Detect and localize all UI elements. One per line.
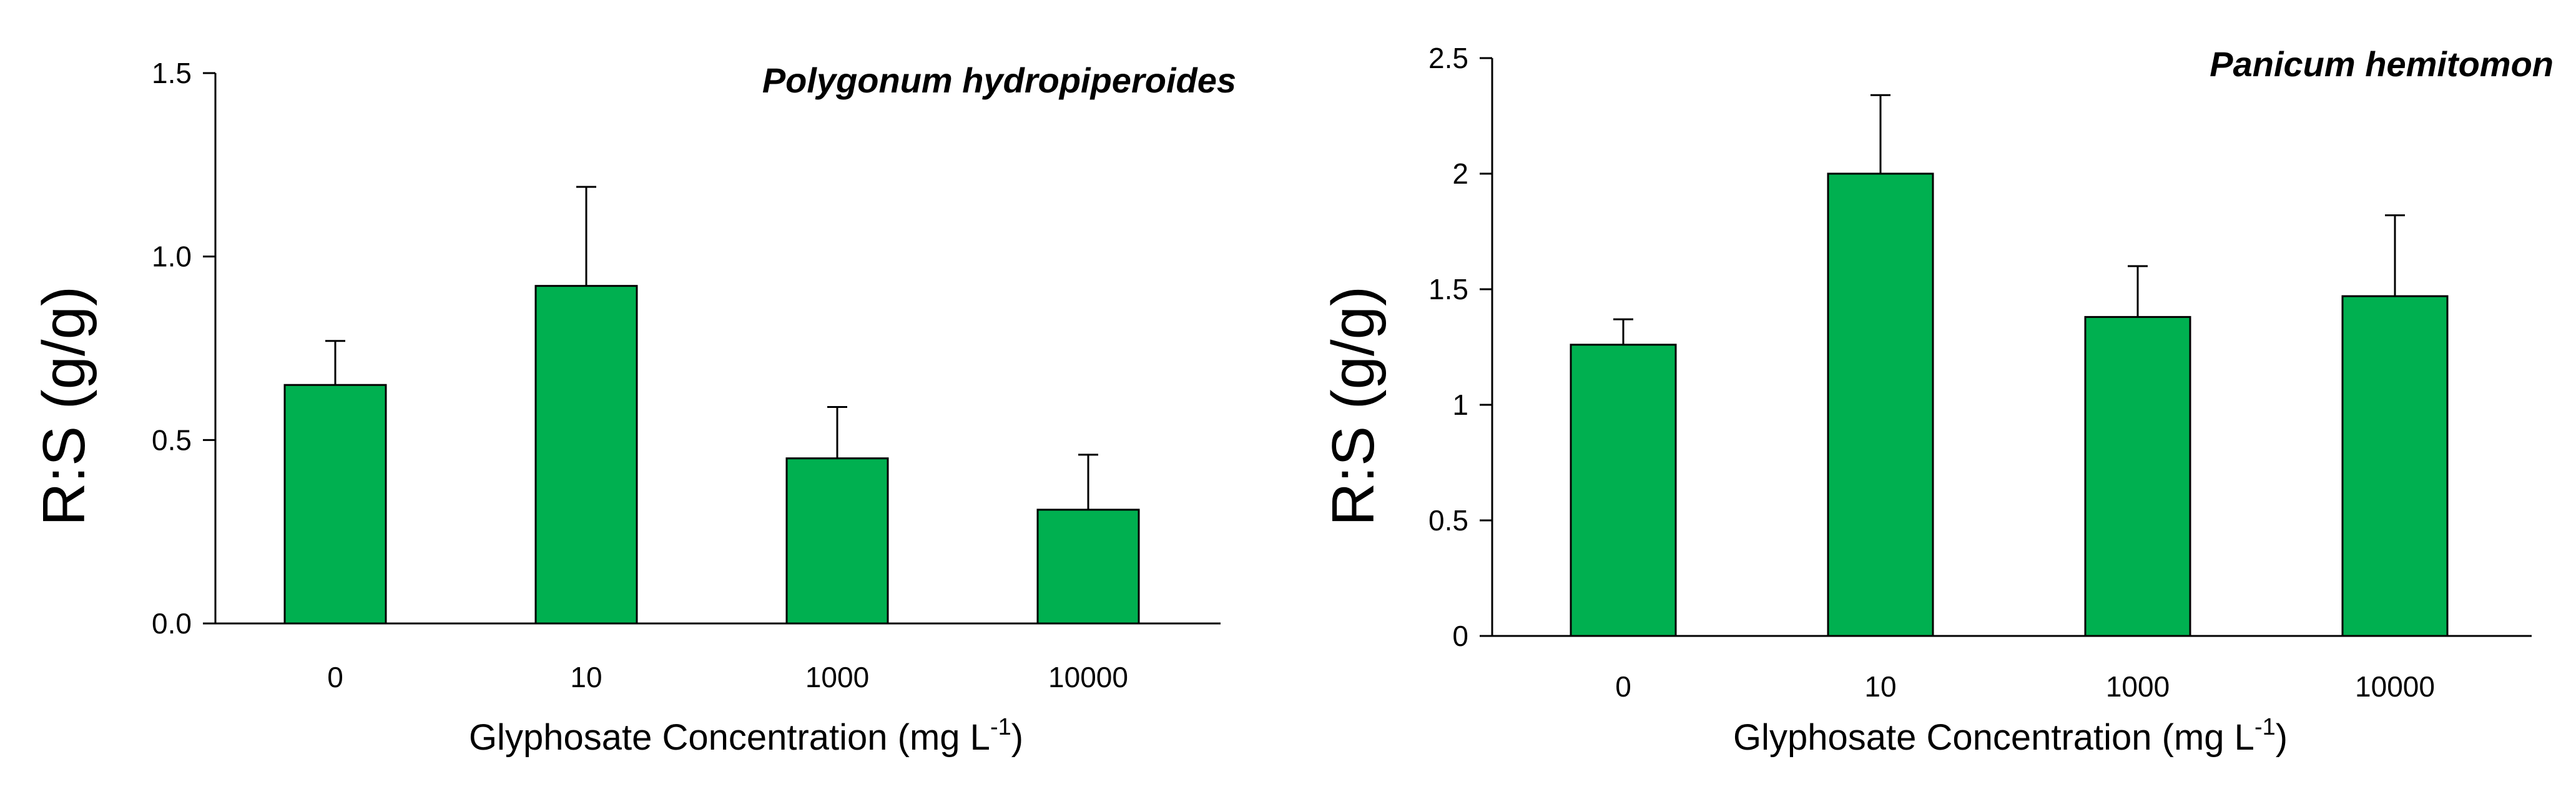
bars-group xyxy=(1570,172,2449,637)
x-axis-label-suffix: ) xyxy=(2276,717,2288,758)
x-tick-label-10: 10 xyxy=(1864,670,1896,703)
y-ticks-group: 0 0.5 1 1.5 2 2.5 xyxy=(1428,42,1492,652)
bar-10 xyxy=(1827,172,1934,637)
bar-0 xyxy=(1570,344,1677,637)
chart-panicum: 0 0.5 1 1.5 2 2.5 0 10 1000 10000 Panicum hemito… xyxy=(1320,42,2554,758)
x-tick-label-0: 0 xyxy=(1615,670,1631,703)
bar-10000 xyxy=(2341,295,2449,637)
x-axis-label-sup: -1 xyxy=(2254,714,2276,740)
error-bar-10000 xyxy=(2385,214,2405,297)
x-axis-label: Glyphosate Concentration (mg L-1) xyxy=(469,714,1023,758)
x-ticks-group: 0 10 1000 10000 xyxy=(327,661,1128,693)
x-axis-label-main: Glyphosate Concentration (mg L xyxy=(1733,717,2254,758)
y-tick-label: 0.5 xyxy=(152,424,192,456)
bar-10 xyxy=(534,285,638,625)
y-tick-label: 2.5 xyxy=(1428,42,1468,74)
x-tick-label-10: 10 xyxy=(570,661,602,693)
error-bar-0 xyxy=(1613,318,1633,345)
error-bar-1000 xyxy=(2128,265,2148,317)
x-tick-label-0: 0 xyxy=(327,661,343,693)
error-bar-1000 xyxy=(827,405,847,459)
y-tick-label: 0 xyxy=(1452,620,1468,652)
error-bar-10000 xyxy=(1078,454,1098,510)
y-tick-label: 1.0 xyxy=(152,241,192,273)
error-bars-group xyxy=(1613,94,2405,345)
y-tick-label: 0.0 xyxy=(152,607,192,640)
x-axis-label-sup: -1 xyxy=(990,714,1011,740)
x-tick-label-10000: 10000 xyxy=(2355,670,2435,703)
x-tick-label-1000: 1000 xyxy=(2106,670,2170,703)
y-tick-label: 1.5 xyxy=(1428,273,1468,305)
error-bar-10 xyxy=(576,186,596,286)
y-tick-label: 2 xyxy=(1452,157,1468,190)
y-tick-label: 1 xyxy=(1452,389,1468,421)
bar-10000 xyxy=(1036,509,1140,625)
x-axis-label-suffix: ) xyxy=(1011,717,1023,758)
chart-polygonum: 0.0 0.5 1.0 1.5 0 10 1000 10000 Polygonum hydr… xyxy=(31,57,1236,758)
error-bar-0 xyxy=(325,340,345,385)
error-bars-group xyxy=(325,186,1098,510)
y-axis-label: R:S (g/g) xyxy=(1320,286,1387,526)
x-tick-label-10000: 10000 xyxy=(1048,661,1128,693)
chart-title: Panicum hemitomon xyxy=(2210,44,2554,84)
error-bar-10 xyxy=(1871,94,1890,174)
bars-group xyxy=(283,285,1140,625)
x-axis-label-main: Glyphosate Concentration (mg L xyxy=(469,717,990,758)
bar-1000 xyxy=(2084,315,2191,637)
x-ticks-group: 0 10 1000 10000 xyxy=(1615,670,2435,703)
x-axis-label: Glyphosate Concentration (mg L-1) xyxy=(1733,714,2288,758)
chart-title: Polygonum hydropiperoides xyxy=(762,61,1236,100)
bar-1000 xyxy=(785,457,889,625)
bar-0 xyxy=(283,384,387,625)
x-tick-label-1000: 1000 xyxy=(805,661,869,693)
y-tick-label: 0.5 xyxy=(1428,504,1468,537)
y-ticks-group: 0.0 0.5 1.0 1.5 xyxy=(152,57,215,640)
y-tick-label: 1.5 xyxy=(152,57,192,89)
y-axis-label: R:S (g/g) xyxy=(31,286,97,526)
